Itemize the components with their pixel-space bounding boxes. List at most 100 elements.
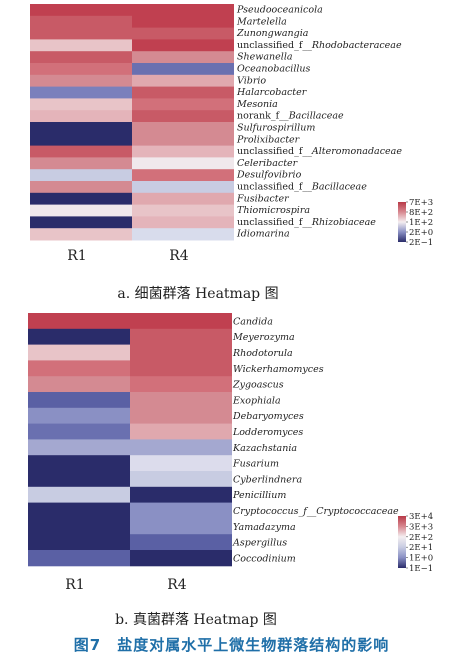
heatmap-cell [132,145,234,158]
row-label: Mesonia [236,99,278,110]
heatmap-cell [30,204,132,217]
heatmap-cell [28,392,130,409]
row-label: Meyerozyma [232,332,295,343]
heatmap-cell [130,344,232,361]
heatmap-cell [132,181,234,194]
heatmap-cell [130,376,232,393]
row-label: Cryptococcus_f__Cryptococcaceae [233,506,399,517]
heatmap-cell [30,169,132,182]
column-label: R4 [169,248,189,264]
heatmap-cell [132,15,234,29]
row-label: Rhodotorula [232,348,293,359]
row-label: Desulfovibrio [236,170,302,181]
heatmap-cell [130,407,232,425]
legend-label: 2E+0 [409,228,433,238]
heatmap-cell [30,192,132,206]
heatmap-cell [132,157,234,170]
legend-label: 7E+3 [409,198,433,208]
row-label: Shewanella [237,52,293,63]
heatmap-cell [28,439,130,456]
heatmap-cell [30,39,132,52]
row-label: Zunongwangia [236,28,309,39]
heatmap-cell [132,216,234,229]
heatmap-cell [28,376,130,393]
heatmap-cell [28,471,130,488]
heatmap-cell [30,51,132,64]
legend-label: 3E+4 [409,512,433,522]
heatmap-cell [132,133,234,147]
heatmap-cell [132,192,234,206]
legend-label: 1E−1 [409,564,433,574]
legend-label: 2E+1 [409,543,433,553]
heatmap-cell [130,550,232,567]
column-label: R1 [65,577,84,593]
row-label: Sulfurospirillum [237,122,315,133]
row-label: Penicillium [232,490,286,501]
row-label: Fusibacter [236,193,290,204]
row-label: Kazachstania [232,443,297,454]
row-label: unclassified_f__Rhizobiaceae [237,217,376,228]
heatmap-cell [132,110,234,123]
heatmap-cell [30,74,132,88]
heatmap-cell [30,157,132,170]
row-label: Cyberlindnera [233,474,302,485]
heatmap-cell [30,110,132,123]
heatmap-cell [130,392,232,409]
heatmap-cell [30,4,132,17]
heatmap-cell [30,181,132,194]
row-label: Pseudooceanicola [236,4,323,15]
row-label: Vibrio [237,75,266,86]
heatmap-cell [30,86,132,99]
row-label: Wickerhamomyces [233,364,324,375]
row-label: Halarcobacter [236,87,308,98]
heatmap-cell [132,74,234,88]
row-label: Debaryomyces [232,411,304,422]
heatmap-cell [132,86,234,99]
panel-title: a. 细菌群落 Heatmap 图 [117,286,278,302]
heatmap-cell [30,228,132,241]
heatmap-cell [28,407,130,425]
row-label: norank_f__Bacillaceae [237,111,344,122]
heatmap-cell [130,423,232,440]
legend-label: 2E−1 [409,238,433,248]
heatmap-cell [130,360,232,377]
heatmap-cell [130,518,232,535]
row-label: Coccodinium [233,553,296,564]
row-label: unclassified_f__Rhodobacteraceae [237,40,402,51]
row-label: Aspergillus [232,538,287,549]
heatmap-cell [30,145,132,158]
heatmap-cell [130,486,232,504]
heatmap-cell [28,550,130,567]
heatmap-cell [30,98,132,111]
row-label: Oceanobacillus [237,63,311,74]
heatmap-cell [28,518,130,535]
legend-label: 3E+3 [409,522,433,532]
heatmap-cell [28,344,130,361]
heatmap-cell [130,471,232,488]
row-label: Yamadazyma [233,522,296,533]
figure-caption: 图7 盐度对属水平上微生物群落结构的影响 [73,636,390,654]
heatmap-cell [30,15,132,29]
heatmap-cell [132,27,234,40]
row-label: Zygoascus [232,380,284,391]
heatmap-cell [28,328,130,346]
heatmap-cell [130,328,232,346]
heatmap-cell [28,423,130,440]
heatmap-cell [130,313,232,330]
heatmap-cell [30,27,132,40]
heatmap-cell [28,313,130,330]
row-label: unclassified_f__Alteromonadaceae [237,146,402,157]
row-label: Fusarium [232,459,279,470]
row-label: Martelella [236,16,287,27]
legend-label: 1E+2 [409,218,433,228]
row-label: Lodderomyces [232,427,303,438]
heatmap-cell [28,360,130,377]
row-label: Exophiala [232,395,281,406]
heatmap-cell [132,204,234,217]
heatmap-cell [28,486,130,504]
panel-title: b. 真菌群落 Heatmap 图 [115,612,277,628]
row-label: Thiomicrospira [237,205,310,216]
heatmap-cell [28,534,130,551]
heatmap-cell [132,98,234,111]
row-label: Prolixibacter [236,134,301,145]
